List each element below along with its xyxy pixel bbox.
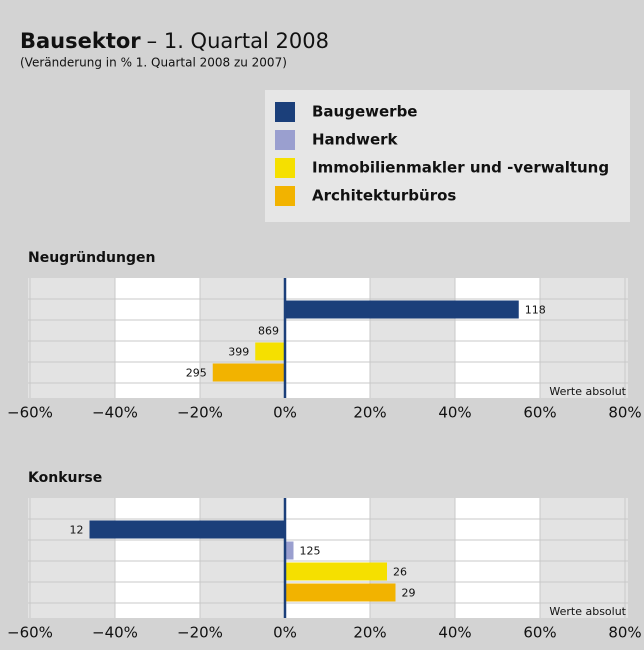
value-label: 118 — [525, 304, 546, 317]
x-tick-label: 80% — [608, 624, 641, 642]
value-label: 125 — [300, 545, 321, 558]
band — [115, 278, 200, 398]
x-tick-label: 80% — [608, 404, 641, 422]
title-bold: Bausektor — [20, 29, 141, 53]
bar — [285, 583, 396, 602]
x-tick-label: 20% — [353, 404, 386, 422]
panel-title: Neugründungen — [28, 250, 155, 266]
subtitle: (Veränderung in % 1. Quartal 2008 zu 200… — [20, 56, 287, 70]
legend-swatch — [275, 102, 295, 122]
band — [285, 278, 370, 398]
bar — [285, 300, 519, 319]
x-tick-label: −60% — [7, 624, 53, 642]
band — [115, 498, 200, 618]
legend-label: Immobilienmakler und -verwaltung — [312, 159, 609, 177]
x-tick-label: 20% — [353, 624, 386, 642]
panel-title: Konkurse — [28, 470, 102, 486]
legend — [265, 90, 630, 222]
band — [455, 278, 540, 398]
x-tick-label: −20% — [177, 404, 223, 422]
legend-label: Architekturbüros — [312, 187, 456, 205]
value-label: 295 — [186, 367, 207, 380]
legend-swatch — [275, 130, 295, 150]
x-tick-label: 40% — [438, 624, 471, 642]
x-tick-label: 40% — [438, 404, 471, 422]
bar — [285, 562, 387, 581]
x-tick-label: 60% — [523, 624, 556, 642]
x-tick-label: 60% — [523, 404, 556, 422]
x-tick-label: −40% — [92, 624, 138, 642]
x-tick-label: 0% — [273, 624, 297, 642]
legend-swatch — [275, 158, 295, 178]
note: Werte absolut — [549, 605, 626, 618]
x-tick-label: 0% — [273, 404, 297, 422]
title: Bausektor – 1. Quartal 2008 — [20, 29, 329, 53]
value-label: 26 — [393, 566, 407, 579]
legend-label: Handwerk — [312, 131, 399, 149]
bar — [89, 520, 285, 539]
bar — [212, 363, 285, 382]
title-rest: – 1. Quartal 2008 — [147, 29, 329, 53]
bar — [255, 342, 285, 361]
value-label: 29 — [402, 587, 416, 600]
bar — [285, 541, 294, 560]
band — [455, 498, 540, 618]
value-label: 869 — [258, 325, 279, 338]
x-tick-label: −60% — [7, 404, 53, 422]
x-tick-label: −40% — [92, 404, 138, 422]
legend-label: Baugewerbe — [312, 103, 417, 121]
x-tick-label: −20% — [177, 624, 223, 642]
value-label: 12 — [70, 524, 84, 537]
note: Werte absolut — [549, 385, 626, 398]
legend-swatch — [275, 186, 295, 206]
value-label: 399 — [228, 346, 249, 359]
